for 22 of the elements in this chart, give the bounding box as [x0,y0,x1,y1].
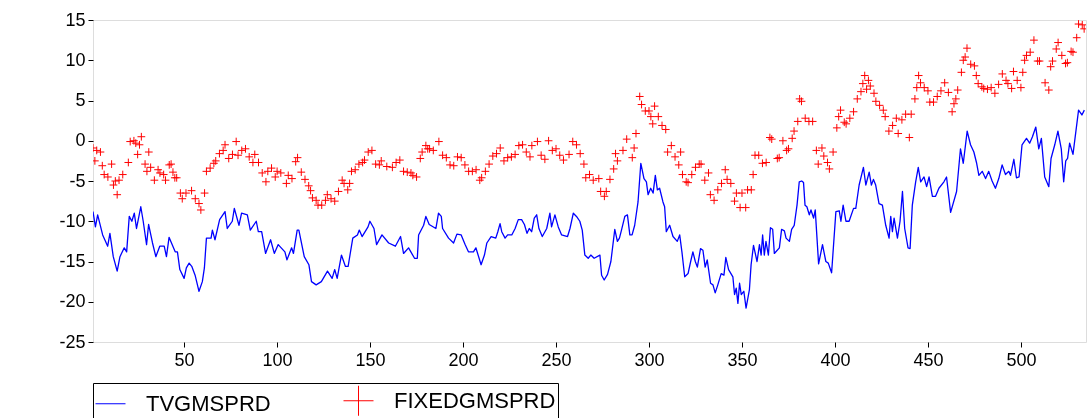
y-tick-label: -5 [69,170,86,191]
y-tick-label: 10 [65,49,86,70]
y-tick-label: -25 [59,331,86,352]
legend-label: TVGMSPRD [146,390,271,416]
y-tick-label: 15 [65,9,86,30]
x-tick-label: 400 [820,349,851,370]
x-tick-label: 350 [727,349,758,370]
y-tick-label: 5 [75,90,86,110]
x-tick-label: 300 [634,349,665,370]
x-tick-label: 250 [541,349,572,370]
y-tick-label: -10 [59,210,86,231]
x-tick-label: 100 [262,349,293,370]
legend-label: FIXEDGMSPRD [394,387,556,413]
x-tick-label: 200 [448,349,479,370]
line-series [93,109,1085,309]
y-tick-label: -20 [59,291,86,312]
y-tick-label: -15 [59,251,86,271]
y-tick-label: 0 [75,130,86,151]
x-tick-label: 150 [355,349,386,370]
x-tick-label: 50 [174,349,195,370]
x-tick-label: 500 [1006,349,1037,370]
x-tick-label: 450 [913,349,944,370]
